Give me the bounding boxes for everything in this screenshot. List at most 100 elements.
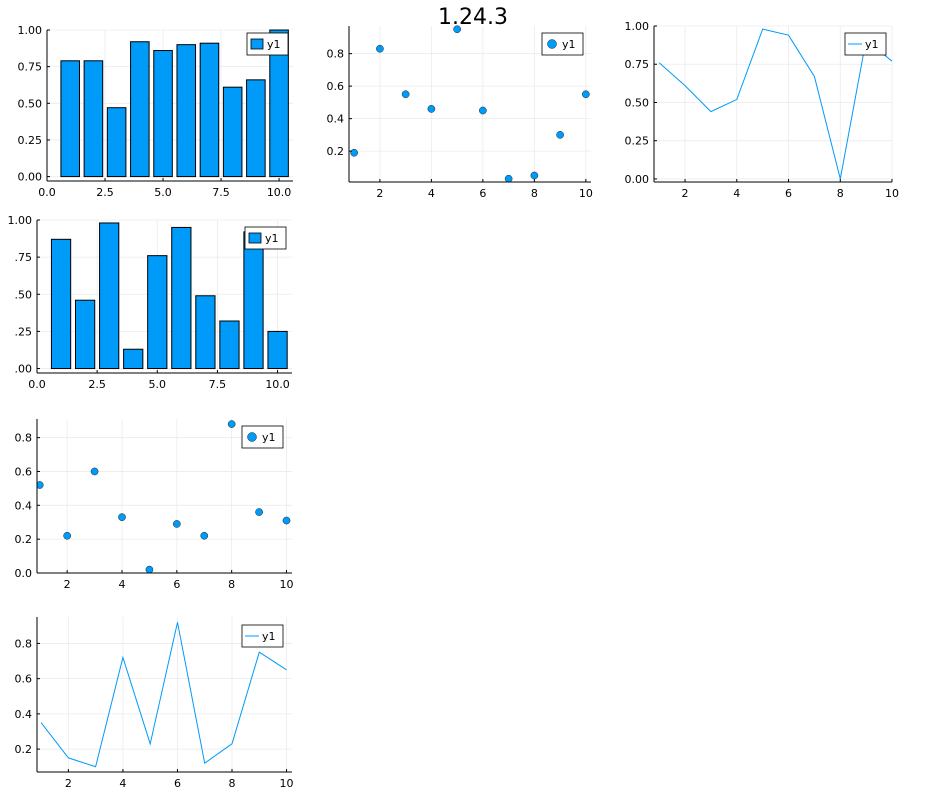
subplot-1: 0.0 2.5 5.0 7.5 10.0 0.00 0.25 0.50 0.75 1.00 y1 [18, 24, 293, 199]
scatter-point [479, 106, 487, 115]
bar [123, 348, 144, 370]
x-tick-label: 2 [682, 187, 689, 200]
y-tick-label: 0.25 [18, 134, 43, 147]
plot-marks [50, 222, 288, 370]
y-tick-label: 0.4 [15, 499, 33, 512]
scatter-point [282, 516, 291, 525]
x-tick-label: 2 [65, 777, 72, 790]
bar [106, 107, 127, 178]
bar [267, 330, 288, 370]
legend-label: y1 [262, 630, 276, 643]
y-tick-label: 0.75 [625, 58, 650, 71]
y-tick-label: 0.2 [15, 533, 33, 546]
plot-marks [40, 622, 287, 768]
legend-swatch [248, 232, 262, 244]
x-tick-label: 10 [885, 187, 899, 200]
y-tick-label: 1.00 [8, 214, 33, 227]
plot-marks [37, 420, 291, 573]
y-tick-label: 1.00 [18, 24, 43, 37]
legend-label: y1 [865, 38, 879, 51]
legend-box [844, 32, 887, 56]
x-tick-label: 8 [837, 187, 844, 200]
subplot-2: 2 4 6 8 10 0.2 0.4 0.6 0.8 y1 [327, 25, 593, 200]
scatter-point [255, 508, 263, 516]
plot-marks [60, 29, 289, 178]
scatter-point [530, 171, 539, 180]
x-tick-label: 2.5 [88, 378, 106, 391]
scatter-point [145, 565, 154, 573]
bar [269, 29, 289, 178]
bar [60, 60, 80, 178]
subplot-4: 0.0 2.5 5.0 7.5 10.0 .00 .25 .50 .75 1.00 y1 [8, 214, 292, 391]
y-tick-label: 0.6 [15, 673, 33, 686]
legend-marker [247, 432, 257, 442]
x-tick-label: 10.0 [265, 378, 290, 391]
y-tick-label: 0.00 [625, 173, 650, 186]
legend: y1 [844, 32, 887, 56]
bar [147, 255, 168, 370]
x-tick-label: 8 [228, 578, 235, 591]
scatter-point [200, 531, 209, 540]
series-line [658, 28, 892, 180]
x-tick-label: 4 [428, 187, 435, 200]
y-tick-label: 1.00 [625, 20, 650, 33]
bar [99, 222, 120, 370]
x-tick-label: 8 [229, 777, 236, 790]
bar [176, 44, 197, 178]
x-tick-label: 6 [173, 578, 180, 591]
x-tick-label: 0.0 [38, 186, 56, 199]
plot-marks [350, 25, 590, 182]
legend-label: y1 [267, 38, 281, 51]
scatter-point [90, 467, 99, 476]
legend-box [541, 32, 584, 56]
y-tick-label: 0.2 [327, 145, 345, 158]
x-tick-label: 6 [785, 187, 792, 200]
y-tick-label: .25 [15, 325, 33, 338]
legend-label: y1 [562, 38, 576, 51]
legend-swatch [250, 38, 264, 50]
scatter-point [63, 531, 71, 540]
x-tick-label: 10 [280, 777, 294, 790]
scatter-point [556, 131, 564, 139]
y-tick-label: 0.8 [15, 637, 33, 650]
x-tick-label: 7.5 [209, 378, 227, 391]
x-tick-label: 5.0 [149, 378, 167, 391]
y-tick-label: 0.6 [15, 465, 33, 478]
bar [246, 79, 266, 178]
bar [171, 226, 192, 370]
bar [222, 86, 243, 178]
legend-label: y1 [265, 232, 279, 245]
x-tick-label: 4 [733, 187, 740, 200]
bar [153, 50, 173, 178]
bar [83, 60, 104, 178]
x-tick-label: 2 [64, 578, 71, 591]
y-tick-label: .00 [15, 363, 33, 376]
plot-marks [658, 28, 892, 180]
legend: y1 [241, 624, 284, 648]
subplot-6: 2 4 6 8 10 0.2 0.4 0.6 0.8 y1 [15, 617, 294, 790]
scatter-point [582, 90, 590, 99]
scatter-point [504, 174, 513, 182]
y-tick-label: 0.75 [18, 61, 43, 74]
scatter-point [376, 44, 384, 53]
x-tick-label: 4 [119, 578, 126, 591]
figure-title: 1.24.3 [438, 5, 508, 30]
x-tick-label: 5.0 [154, 186, 172, 199]
scatter-point [118, 513, 126, 521]
y-tick-label: 0.25 [625, 135, 650, 148]
x-tick-label: 0.0 [28, 378, 46, 391]
x-tick-label: 8 [531, 187, 538, 200]
legend-label: y1 [262, 431, 276, 444]
legend: y1 [244, 226, 287, 250]
legend: y1 [241, 425, 284, 449]
scatter-point [350, 148, 358, 157]
y-tick-label: .50 [15, 288, 33, 301]
y-tick-label: 0.2 [15, 743, 33, 756]
bar [74, 299, 96, 370]
x-tick-label: 2 [376, 187, 383, 200]
y-tick-label: 0.00 [18, 171, 43, 184]
subplot-5: 2 4 6 8 10 0.0 0.2 0.4 0.6 0.8 y1 [15, 419, 294, 591]
bar [50, 238, 72, 370]
x-tick-label: 10 [280, 578, 294, 591]
